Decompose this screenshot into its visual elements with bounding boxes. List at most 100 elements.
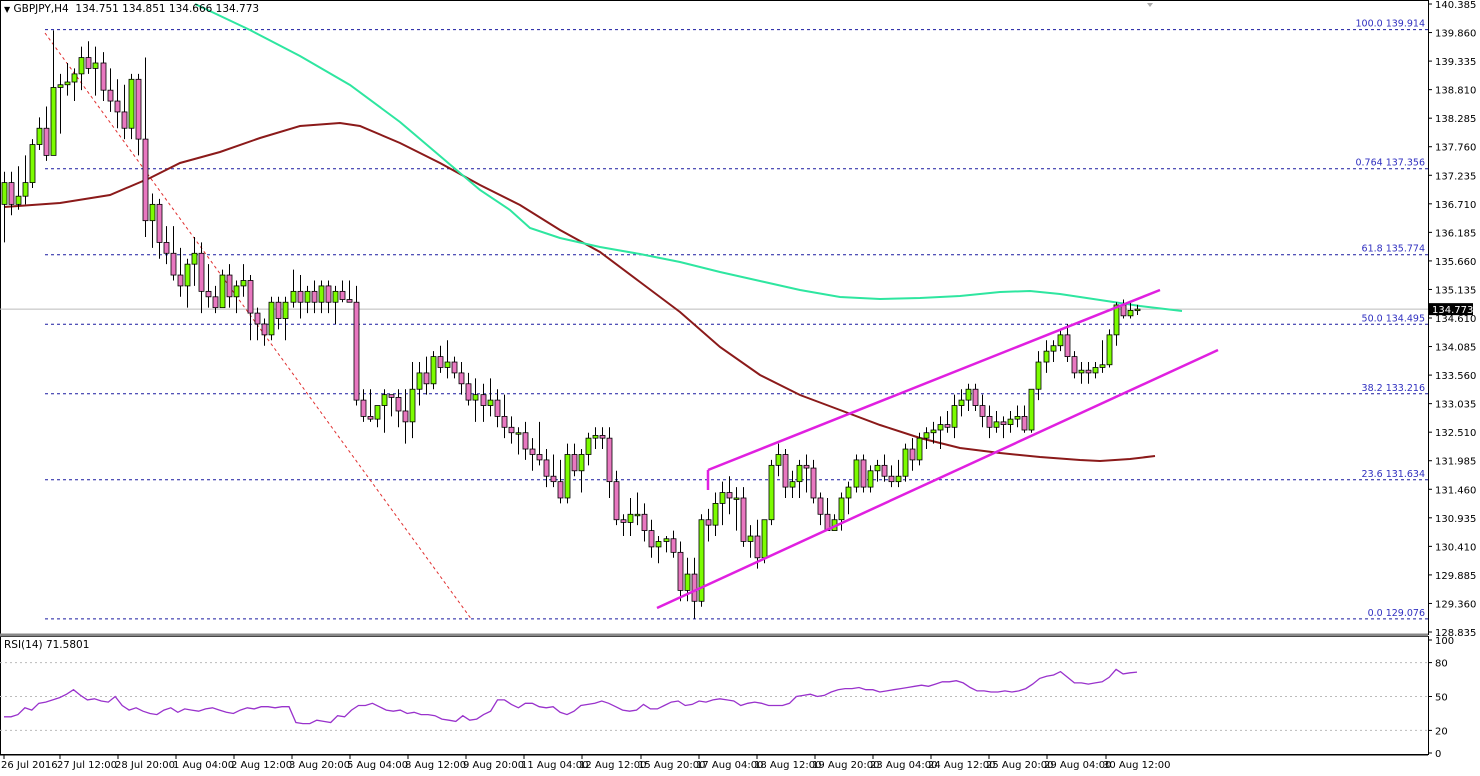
time-tick-label: 5 Aug 04:00	[347, 760, 408, 771]
price-tick-label: 140.385	[1435, 0, 1476, 11]
fib-level-label: 23.6 131.634	[1362, 469, 1425, 480]
rsi-tick-label: 20	[1435, 726, 1448, 737]
bull-candle	[1043, 350, 1050, 363]
price-tick-label: 136.185	[1435, 228, 1476, 239]
time-tick-label: 2 Aug 12:00	[231, 760, 292, 771]
bull-candle	[698, 519, 705, 602]
bear-candle	[782, 454, 789, 488]
bear-candle	[1120, 304, 1127, 317]
time-tick-label: 12 Aug 12:00	[579, 760, 646, 771]
bull-candle	[1134, 308, 1141, 312]
bear-candle	[177, 274, 184, 287]
bear-candle	[641, 513, 648, 531]
bull-candle	[627, 513, 634, 523]
bear-candle	[677, 551, 684, 591]
bear-candle	[395, 396, 402, 412]
price-tick-label: 135.660	[1435, 257, 1476, 268]
price-tick-label: 130.935	[1435, 514, 1476, 525]
bear-candle	[613, 481, 620, 521]
bear-candle	[691, 573, 698, 602]
fib-level-label: 50.0 134.495	[1362, 313, 1425, 324]
bear-candle	[458, 372, 465, 385]
time-tick-label: 3 Aug 20:00	[289, 760, 350, 771]
bull-candle	[1106, 334, 1113, 366]
time-tick-label: 11 Aug 04:00	[521, 760, 588, 771]
time-tick-label: 25 Aug 20:00	[986, 760, 1053, 771]
time-tick-label: 9 Aug 20:00	[463, 760, 524, 771]
bear-candle	[346, 299, 353, 303]
fib-level-label: 38.2 133.216	[1362, 383, 1425, 394]
bull-candle	[282, 301, 289, 319]
bull-candle	[845, 486, 852, 499]
bull-candle	[15, 195, 22, 205]
bull-candle	[240, 280, 247, 287]
channel-upper[interactable]	[707, 288, 1161, 472]
bull-candle	[409, 388, 416, 423]
moving-average-green	[194, 3, 1183, 312]
bear-candle	[620, 519, 627, 523]
price-tick-label: 131.985	[1435, 457, 1476, 468]
bear-candle	[648, 530, 655, 548]
bear-candle	[107, 89, 114, 102]
bear-candle	[226, 274, 233, 298]
bear-candle	[803, 464, 810, 469]
bear-candle	[275, 301, 282, 319]
price-tick-label: 136.710	[1435, 200, 1476, 211]
bull-candle	[951, 405, 958, 428]
bear-candle	[43, 127, 50, 156]
bull-candle	[57, 84, 64, 88]
bull-candle	[775, 454, 782, 466]
price-pane	[0, 0, 1429, 635]
bear-candle	[451, 361, 458, 374]
price-tick-label: 129.360	[1435, 599, 1476, 610]
bull-candle	[444, 361, 451, 368]
price-tick-label: 139.335	[1435, 57, 1476, 68]
bear-candle	[311, 290, 318, 303]
bull-candle	[578, 454, 585, 472]
bull-candle	[515, 432, 522, 435]
chart-shift-marker[interactable]	[1147, 3, 1153, 7]
rsi-header: RSI(14) 71.5801	[4, 639, 89, 651]
rsi-line	[4, 668, 1138, 725]
bull-candle	[149, 203, 156, 222]
bull-candle	[1050, 345, 1057, 352]
triangle-down-icon[interactable]: ▼	[4, 5, 11, 14]
bull-candle	[430, 356, 437, 385]
time-tick-label: 28 Jul 20:00	[115, 760, 175, 771]
bear-candle	[480, 394, 487, 406]
bear-candle	[972, 388, 979, 406]
price-tick-label: 132.510	[1435, 428, 1476, 439]
bull-candle	[585, 437, 592, 455]
bear-candle	[888, 475, 895, 483]
bear-candle	[170, 252, 177, 276]
bear-candle	[508, 426, 515, 434]
time-tick-label: 18 Aug 12:00	[754, 760, 821, 771]
time-tick-label: 23 Aug 04:00	[870, 760, 937, 771]
bull-candle	[1099, 364, 1106, 368]
bear-candle	[494, 399, 501, 417]
bull-candle	[838, 497, 845, 521]
ohlc-values: 134.751 134.851 134.666 134.773	[75, 3, 260, 15]
bull-candle	[663, 538, 670, 542]
symbol-label: GBPJPY,H4	[13, 3, 69, 15]
bull-candle	[128, 78, 135, 129]
bear-candle	[142, 138, 149, 222]
bull-candle	[92, 62, 99, 69]
bull-candle	[472, 394, 479, 401]
bear-candle	[754, 535, 761, 559]
bull-candle	[1057, 334, 1064, 347]
bull-candle	[290, 290, 297, 303]
moving-average-red	[3, 121, 1156, 463]
bull-candle	[381, 394, 388, 406]
bull-candle	[487, 399, 494, 406]
channel-lower[interactable]	[656, 348, 1219, 610]
time-tick-label: 1 Aug 04:00	[173, 760, 234, 771]
bull-candle	[191, 252, 198, 265]
bear-candle	[339, 290, 346, 300]
bull-candle	[930, 429, 937, 434]
bull-candle	[64, 81, 71, 86]
bull-candle	[768, 464, 775, 521]
bull-candle	[923, 432, 930, 439]
